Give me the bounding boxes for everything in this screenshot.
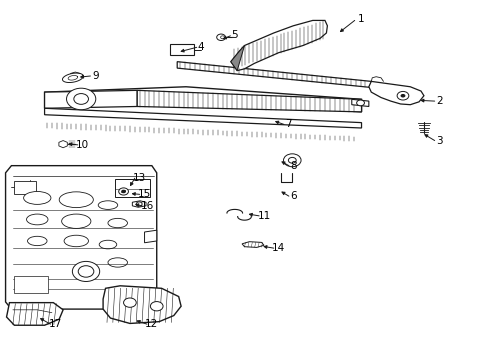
Bar: [115, 179, 150, 197]
Polygon shape: [5, 166, 157, 309]
Bar: [14, 276, 48, 293]
Circle shape: [288, 157, 296, 163]
Ellipse shape: [108, 258, 127, 267]
Bar: [170, 44, 193, 55]
Polygon shape: [44, 90, 137, 108]
Circle shape: [72, 261, 100, 282]
Text: 10: 10: [76, 140, 89, 150]
Polygon shape: [103, 286, 181, 323]
Polygon shape: [132, 201, 146, 207]
Ellipse shape: [26, 214, 48, 225]
Circle shape: [150, 302, 163, 311]
Text: 9: 9: [92, 71, 99, 81]
Polygon shape: [230, 21, 327, 71]
Circle shape: [356, 100, 364, 106]
Text: 14: 14: [271, 243, 285, 253]
Text: 15: 15: [138, 189, 151, 199]
Text: 4: 4: [197, 42, 203, 52]
Text: 17: 17: [49, 319, 62, 329]
Polygon shape: [351, 99, 368, 107]
Ellipse shape: [61, 214, 91, 228]
Circle shape: [283, 154, 301, 167]
Ellipse shape: [64, 235, 88, 247]
Text: 5: 5: [231, 30, 238, 40]
Circle shape: [119, 188, 128, 195]
Ellipse shape: [98, 201, 118, 210]
Circle shape: [216, 34, 225, 41]
Circle shape: [123, 298, 136, 307]
Circle shape: [396, 91, 408, 100]
Polygon shape: [44, 87, 361, 112]
Text: 16: 16: [140, 201, 153, 211]
Circle shape: [74, 94, 88, 104]
Ellipse shape: [108, 219, 127, 228]
Polygon shape: [6, 303, 63, 325]
Text: 13: 13: [133, 173, 146, 183]
Text: 11: 11: [257, 211, 270, 221]
Bar: [14, 181, 36, 194]
Polygon shape: [230, 45, 244, 71]
Circle shape: [136, 202, 142, 206]
Text: 6: 6: [289, 191, 296, 201]
Polygon shape: [137, 90, 361, 112]
Text: 2: 2: [435, 96, 442, 106]
Circle shape: [78, 266, 94, 277]
Ellipse shape: [59, 192, 93, 208]
Text: 7: 7: [285, 120, 291, 129]
Text: 3: 3: [435, 136, 442, 145]
Polygon shape: [44, 108, 361, 128]
Ellipse shape: [99, 240, 117, 249]
Ellipse shape: [27, 236, 47, 246]
Polygon shape: [144, 230, 157, 243]
Circle shape: [400, 94, 405, 98]
Ellipse shape: [23, 192, 51, 204]
Circle shape: [121, 190, 126, 193]
Text: 8: 8: [289, 161, 296, 171]
Polygon shape: [368, 81, 423, 105]
Polygon shape: [59, 140, 67, 148]
Text: 1: 1: [358, 14, 364, 24]
Text: 12: 12: [145, 319, 158, 329]
Polygon shape: [242, 242, 264, 247]
Circle shape: [66, 88, 96, 110]
Polygon shape: [177, 62, 370, 87]
Circle shape: [220, 36, 224, 39]
